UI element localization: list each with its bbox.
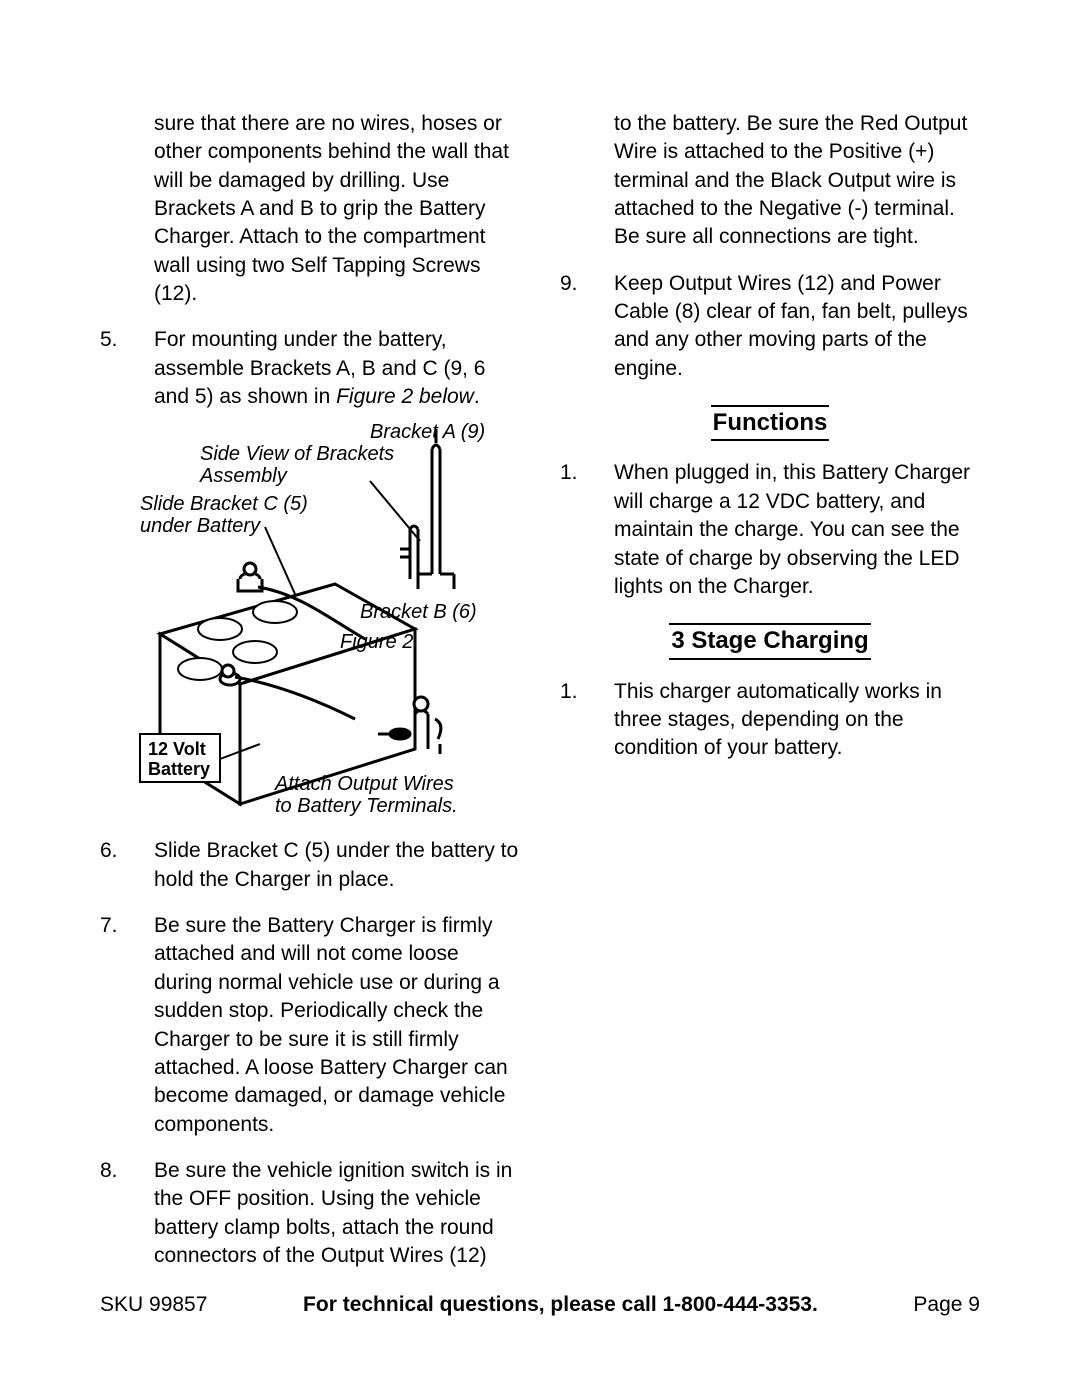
step-text: Be sure the vehicle ignition switch is i… — [154, 1157, 520, 1270]
label-battery-2: Battery — [148, 757, 210, 781]
label-figure-2: Figure 2 — [340, 629, 413, 656]
heading-functions-text: Functions — [711, 405, 830, 441]
step-8: 8. Be sure the vehicle ignition switch i… — [100, 1157, 520, 1270]
footer-sku: SKU 99857 — [100, 1293, 207, 1317]
left-column: sure that there are no wires, hoses or o… — [100, 110, 520, 1270]
step-number: 5. — [100, 326, 154, 411]
step-number: 1. — [560, 459, 614, 601]
step-number: 1. — [560, 678, 614, 763]
stage-1: 1. This charger automatically works in t… — [560, 678, 980, 763]
heading-functions: Functions — [560, 405, 980, 441]
step-text: Be sure the Battery Charger is firmly at… — [154, 912, 520, 1139]
label-attach-2: to Battery Terminals. — [275, 793, 458, 820]
two-column-layout: sure that there are no wires, hoses or o… — [100, 110, 980, 1270]
continuation-paragraph: to the battery. Be sure the Red Output W… — [560, 110, 980, 252]
step-text: For mounting under the battery, assemble… — [154, 326, 520, 411]
label-bracket-b: Bracket B (6) — [360, 599, 477, 626]
step-text: Slide Bracket C (5) under the battery to… — [154, 837, 520, 894]
step-5: 5. For mounting under the battery, assem… — [100, 326, 520, 411]
step-9: 9. Keep Output Wires (12) and Power Cabl… — [560, 270, 980, 383]
manual-page: sure that there are no wires, hoses or o… — [0, 0, 1080, 1397]
label-side-view-2: Assembly — [200, 463, 287, 490]
continuation-paragraph: sure that there are no wires, hoses or o… — [100, 110, 520, 308]
figure-2: Bracket A (9) Side View of Brackets Asse… — [100, 419, 520, 819]
step-5-text-c: . — [474, 385, 480, 408]
step-number: 7. — [100, 912, 154, 1139]
label-slide-c-2: under Battery — [140, 513, 260, 540]
step-text: This charger automatically works in thre… — [614, 678, 980, 763]
step-number: 9. — [560, 270, 614, 383]
page-footer: SKU 99857 For technical questions, pleas… — [100, 1293, 980, 1317]
footer-support: For technical questions, please call 1-8… — [303, 1293, 818, 1317]
step-text: When plugged in, this Battery Charger wi… — [614, 459, 980, 601]
right-column: to the battery. Be sure the Red Output W… — [560, 110, 980, 1270]
functions-1: 1. When plugged in, this Battery Charger… — [560, 459, 980, 601]
step-6: 6. Slide Bracket C (5) under the battery… — [100, 837, 520, 894]
step-number: 6. — [100, 837, 154, 894]
step-number: 8. — [100, 1157, 154, 1270]
figure-ref: Figure 2 below — [336, 385, 474, 408]
heading-3-stage: 3 Stage Charging — [560, 623, 980, 659]
heading-3-stage-text: 3 Stage Charging — [669, 623, 870, 659]
step-text: Keep Output Wires (12) and Power Cable (… — [614, 270, 980, 383]
step-7: 7. Be sure the Battery Charger is firmly… — [100, 912, 520, 1139]
footer-page: Page 9 — [913, 1293, 980, 1317]
